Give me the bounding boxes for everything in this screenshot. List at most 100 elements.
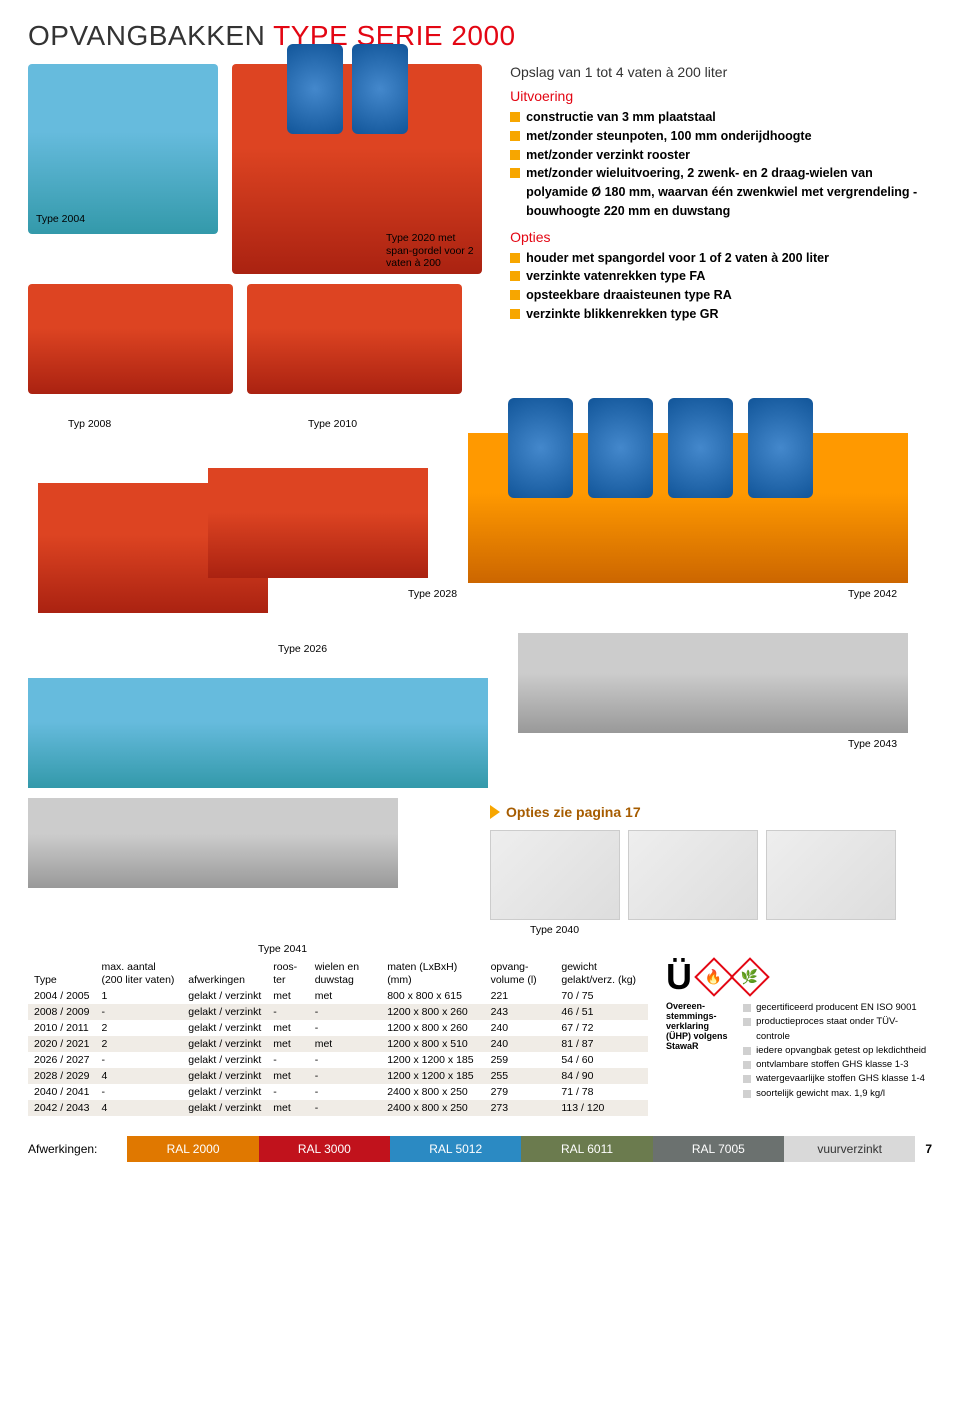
table-cell: 2028 / 2029 — [28, 1068, 95, 1084]
opties-link[interactable]: Opties zie pagina 17 — [490, 804, 932, 820]
bullet-icon — [510, 271, 520, 281]
spec-table: Type max. aantal (200 liter vaten) afwer… — [28, 959, 648, 1116]
table-row: 2042 / 20434gelakt / verzinktmet-2400 x … — [28, 1100, 648, 1116]
barrel-icon — [748, 398, 813, 498]
table-header-row: Type max. aantal (200 liter vaten) afwer… — [28, 959, 648, 988]
caption-type2042: Type 2042 — [848, 588, 897, 601]
caption-type2026: Type 2026 — [278, 643, 327, 656]
table-cell: met — [267, 1036, 308, 1052]
th-maten: maten (LxBxH) (mm) — [381, 959, 484, 988]
table-cell: met — [309, 1036, 381, 1052]
bullet-icon — [743, 1018, 751, 1026]
image-type-2043 — [518, 633, 908, 733]
page-number: 7 — [925, 1142, 932, 1156]
table-cell: 221 — [485, 988, 556, 1004]
table-row: 2040 / 2041-gelakt / verzinkt--2400 x 80… — [28, 1084, 648, 1100]
table-cell: gelakt / verzinkt — [182, 1020, 267, 1036]
list-text: met/zonder wieluitvoering, 2 zwenk- en 2… — [526, 164, 932, 220]
table-cell: 2040 / 2041 — [28, 1084, 95, 1100]
list-text: verzinkte blikkenrekken type GR — [526, 305, 718, 324]
table-cell: 2400 x 800 x 250 — [381, 1084, 484, 1100]
image-type-2010 — [247, 284, 462, 394]
th-type: Type — [28, 959, 95, 988]
image-type-2040-wide — [28, 678, 488, 788]
caption-type2028: Type 2028 — [408, 588, 457, 601]
subheading: Opslag van 1 tot 4 vaten à 200 liter — [510, 64, 932, 80]
table-cell: met — [309, 988, 381, 1004]
list-item: met/zonder steunpoten, 100 mm onderijdho… — [510, 127, 932, 146]
image-accessory-3 — [766, 830, 896, 920]
caption-type2043: Type 2043 — [848, 738, 897, 751]
cert-item: soortelijk gewicht max. 1,9 kg/l — [743, 1087, 932, 1101]
table-row: 2028 / 20294gelakt / verzinktmet-1200 x … — [28, 1068, 648, 1084]
barrel-icon — [668, 398, 733, 498]
table-cell: - — [309, 1084, 381, 1100]
cert-item: iedere opvangbak getest op lekdichtheid — [743, 1044, 932, 1058]
table-cell: 2400 x 800 x 250 — [381, 1100, 484, 1116]
caption-type2041: Type 2041 — [258, 943, 932, 956]
bullet-icon — [510, 253, 520, 263]
table-cell: gelakt / verzinkt — [182, 1068, 267, 1084]
table-cell: 2042 / 2043 — [28, 1100, 95, 1116]
color-swatch: vuurverzinkt — [784, 1136, 915, 1162]
th-wielen: wielen en duwstag — [309, 959, 381, 988]
table-cell: - — [309, 1052, 381, 1068]
image-type-2004: Type 2004 — [28, 64, 218, 234]
table-cell: 1200 x 800 x 260 — [381, 1020, 484, 1036]
table-cell: 255 — [485, 1068, 556, 1084]
bullet-icon — [510, 112, 520, 122]
image-type-2028 — [208, 468, 428, 578]
bullet-icon — [510, 290, 520, 300]
list-text: houder met spangordel voor 1 of 2 vaten … — [526, 249, 829, 268]
caption-typ2008: Typ 2008 — [68, 418, 111, 431]
table-cell: 1200 x 1200 x 185 — [381, 1068, 484, 1084]
barrel-icon — [588, 398, 653, 498]
list-text: verzinkte vatenrekken type FA — [526, 267, 705, 286]
opties-link-text: Opties zie pagina 17 — [506, 804, 641, 820]
footer-label: Afwerkingen: — [28, 1142, 97, 1156]
table-cell: 1200 x 1200 x 185 — [381, 1052, 484, 1068]
table-cell: met — [267, 1068, 308, 1084]
image-accessory-2 — [628, 830, 758, 920]
th-rooster: roos-ter — [267, 959, 308, 988]
color-swatch: RAL 5012 — [390, 1136, 521, 1162]
caption-type-2004: Type 2004 — [36, 213, 85, 226]
color-swatch: RAL 7005 — [653, 1136, 784, 1162]
cert-text: productieproces staat onder TÜV- control… — [756, 1015, 932, 1044]
table-cell: 84 / 90 — [555, 1068, 648, 1084]
bullet-icon — [743, 1004, 751, 1012]
bullet-icon — [510, 150, 520, 160]
image-accessory-1 — [490, 830, 620, 920]
bullet-icon — [743, 1061, 751, 1069]
table-row: 2008 / 2009-gelakt / verzinkt--1200 x 80… — [28, 1004, 648, 1020]
cert-text: watergevaarlijke stoffen GHS klasse 1-4 — [756, 1072, 925, 1086]
uitvoering-heading: Uitvoering — [510, 88, 932, 104]
list-text: met/zonder steunpoten, 100 mm onderijdho… — [526, 127, 811, 146]
color-swatch: RAL 6011 — [521, 1136, 652, 1162]
table-cell: 1200 x 800 x 510 — [381, 1036, 484, 1052]
table-cell: 71 / 78 — [555, 1084, 648, 1100]
table-cell: 273 — [485, 1100, 556, 1116]
bullet-icon — [510, 131, 520, 141]
table-cell: 2004 / 2005 — [28, 988, 95, 1004]
table-cell: - — [267, 1084, 308, 1100]
th-gewicht: gewicht gelakt/verz. (kg) — [555, 959, 648, 988]
list-item: verzinkte vatenrekken type FA — [510, 267, 932, 286]
table-cell: 67 / 72 — [555, 1020, 648, 1036]
barrel-icon — [508, 398, 573, 498]
opties-list: houder met spangordel voor 1 of 2 vaten … — [510, 249, 932, 324]
image-type-2020: Type 2020 met span-gordel voor 2 vaten à… — [232, 64, 482, 274]
table-cell: 800 x 800 x 615 — [381, 988, 484, 1004]
table-row: 2020 / 20212gelakt / verzinktmetmet1200 … — [28, 1036, 648, 1052]
u-mark-icon: Ü — [666, 959, 692, 995]
table-cell: gelakt / verzinkt — [182, 1100, 267, 1116]
table-cell: 81 / 87 — [555, 1036, 648, 1052]
table-cell: 240 — [485, 1036, 556, 1052]
footer: Afwerkingen: RAL 2000RAL 3000RAL 5012RAL… — [0, 1126, 960, 1172]
table-cell: 4 — [95, 1100, 182, 1116]
table-cell: - — [267, 1052, 308, 1068]
table-cell: 279 — [485, 1084, 556, 1100]
table-cell: met — [267, 1100, 308, 1116]
opties-heading: Opties — [510, 229, 932, 245]
table-cell: 2008 / 2009 — [28, 1004, 95, 1020]
